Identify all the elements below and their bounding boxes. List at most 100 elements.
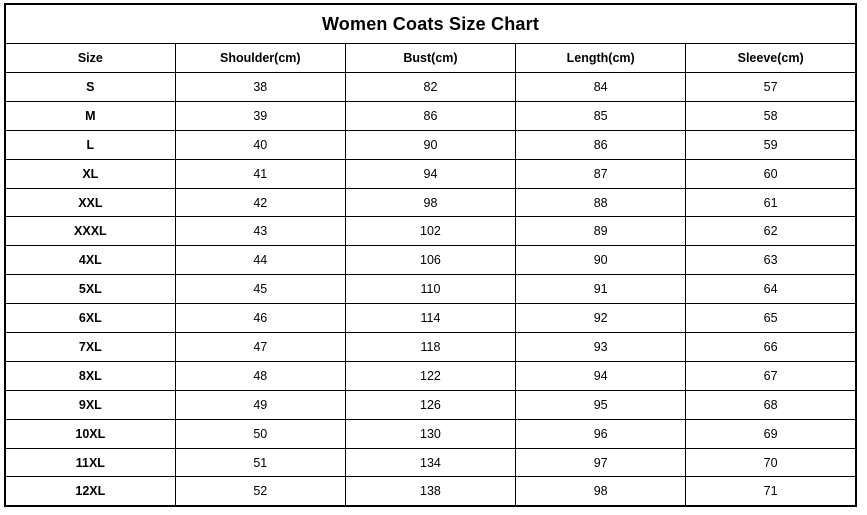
- length-value: 85: [515, 100, 687, 131]
- shoulder-value: 46: [174, 303, 346, 334]
- shoulder-value: 40: [174, 129, 346, 160]
- column-header-length: Length(cm): [515, 43, 687, 73]
- sleeve-value: 69: [685, 418, 857, 449]
- size-label: 10XL: [4, 418, 176, 449]
- table-row: XXXL 43 102 89 62: [4, 216, 857, 247]
- bust-value: 90: [344, 129, 517, 160]
- length-value: 88: [515, 187, 687, 218]
- sleeve-value: 68: [685, 389, 857, 420]
- header-row: Size Shoulder(cm) Bust(cm) Length(cm) Sl…: [4, 43, 857, 73]
- table-body: S 38 82 84 57 M 39 86 85 58 L 40 90 86 5…: [4, 72, 857, 507]
- size-chart-table: Women Coats Size Chart Size Shoulder(cm)…: [4, 3, 857, 507]
- table-row: L 40 90 86 59: [4, 129, 857, 160]
- table-row: 10XL 50 130 96 69: [4, 418, 857, 449]
- shoulder-value: 43: [174, 216, 346, 247]
- shoulder-value: 41: [174, 158, 346, 189]
- size-label: 9XL: [4, 389, 176, 420]
- size-label: M: [4, 100, 176, 131]
- table-row: S 38 82 84 57: [4, 72, 857, 102]
- size-label: XXXL: [4, 216, 176, 247]
- sleeve-value: 63: [685, 245, 857, 276]
- length-value: 90: [515, 245, 687, 276]
- sleeve-value: 65: [685, 303, 857, 334]
- shoulder-value: 42: [174, 187, 346, 218]
- bust-value: 134: [344, 447, 517, 478]
- bust-value: 130: [344, 418, 517, 449]
- size-label: 6XL: [4, 303, 176, 334]
- shoulder-value: 51: [174, 447, 346, 478]
- bust-value: 94: [344, 158, 517, 189]
- sleeve-value: 67: [685, 360, 857, 391]
- bust-value: 114: [344, 303, 517, 334]
- length-value: 93: [515, 332, 687, 362]
- length-value: 89: [515, 216, 687, 247]
- shoulder-value: 52: [174, 476, 346, 507]
- size-label: S: [4, 72, 176, 102]
- sleeve-value: 71: [685, 476, 857, 507]
- bust-value: 106: [344, 245, 517, 276]
- sleeve-value: 59: [685, 129, 857, 160]
- length-value: 91: [515, 274, 687, 305]
- sleeve-value: 64: [685, 274, 857, 305]
- table-row: 9XL 49 126 95 68: [4, 389, 857, 420]
- length-value: 94: [515, 360, 687, 391]
- table-row: 7XL 47 118 93 66: [4, 332, 857, 362]
- length-value: 96: [515, 418, 687, 449]
- length-value: 84: [515, 72, 687, 102]
- shoulder-value: 49: [174, 389, 346, 420]
- shoulder-value: 38: [174, 72, 346, 102]
- shoulder-value: 48: [174, 360, 346, 391]
- table-row: M 39 86 85 58: [4, 100, 857, 131]
- sleeve-value: 58: [685, 100, 857, 131]
- size-label: 5XL: [4, 274, 176, 305]
- shoulder-value: 39: [174, 100, 346, 131]
- size-label: L: [4, 129, 176, 160]
- size-label: 12XL: [4, 476, 176, 507]
- bust-value: 118: [344, 332, 517, 362]
- shoulder-value: 50: [174, 418, 346, 449]
- bust-value: 98: [344, 187, 517, 218]
- shoulder-value: 47: [174, 332, 346, 362]
- table-row: 4XL 44 106 90 63: [4, 245, 857, 276]
- size-label: XL: [4, 158, 176, 189]
- bust-value: 110: [344, 274, 517, 305]
- size-label: 8XL: [4, 360, 176, 391]
- bust-value: 82: [344, 72, 517, 102]
- column-header-shoulder: Shoulder(cm): [174, 43, 346, 73]
- column-header-sleeve: Sleeve(cm): [685, 43, 857, 73]
- sleeve-value: 57: [685, 72, 857, 102]
- sleeve-value: 62: [685, 216, 857, 247]
- length-value: 87: [515, 158, 687, 189]
- size-label: 4XL: [4, 245, 176, 276]
- sleeve-value: 61: [685, 187, 857, 218]
- bust-value: 86: [344, 100, 517, 131]
- column-header-size: Size: [4, 43, 176, 73]
- size-chart-container: Women Coats Size Chart Size Shoulder(cm)…: [4, 3, 857, 507]
- table-row: XXL 42 98 88 61: [4, 187, 857, 218]
- shoulder-value: 45: [174, 274, 346, 305]
- length-value: 86: [515, 129, 687, 160]
- table-head: Women Coats Size Chart Size Shoulder(cm)…: [4, 3, 857, 73]
- length-value: 97: [515, 447, 687, 478]
- bust-value: 102: [344, 216, 517, 247]
- table-row: 8XL 48 122 94 67: [4, 360, 857, 391]
- length-value: 92: [515, 303, 687, 334]
- table-row: 12XL 52 138 98 71: [4, 476, 857, 507]
- column-header-bust: Bust(cm): [344, 43, 517, 73]
- size-label: 7XL: [4, 332, 176, 362]
- bust-value: 138: [344, 476, 517, 507]
- bust-value: 122: [344, 360, 517, 391]
- sleeve-value: 66: [685, 332, 857, 362]
- size-label: XXL: [4, 187, 176, 218]
- length-value: 98: [515, 476, 687, 507]
- sleeve-value: 70: [685, 447, 857, 478]
- table-row: XL 41 94 87 60: [4, 158, 857, 189]
- shoulder-value: 44: [174, 245, 346, 276]
- table-row: 5XL 45 110 91 64: [4, 274, 857, 305]
- length-value: 95: [515, 389, 687, 420]
- chart-title: Women Coats Size Chart: [4, 3, 857, 44]
- title-row: Women Coats Size Chart: [4, 3, 857, 44]
- sleeve-value: 60: [685, 158, 857, 189]
- bust-value: 126: [344, 389, 517, 420]
- table-row: 6XL 46 114 92 65: [4, 303, 857, 334]
